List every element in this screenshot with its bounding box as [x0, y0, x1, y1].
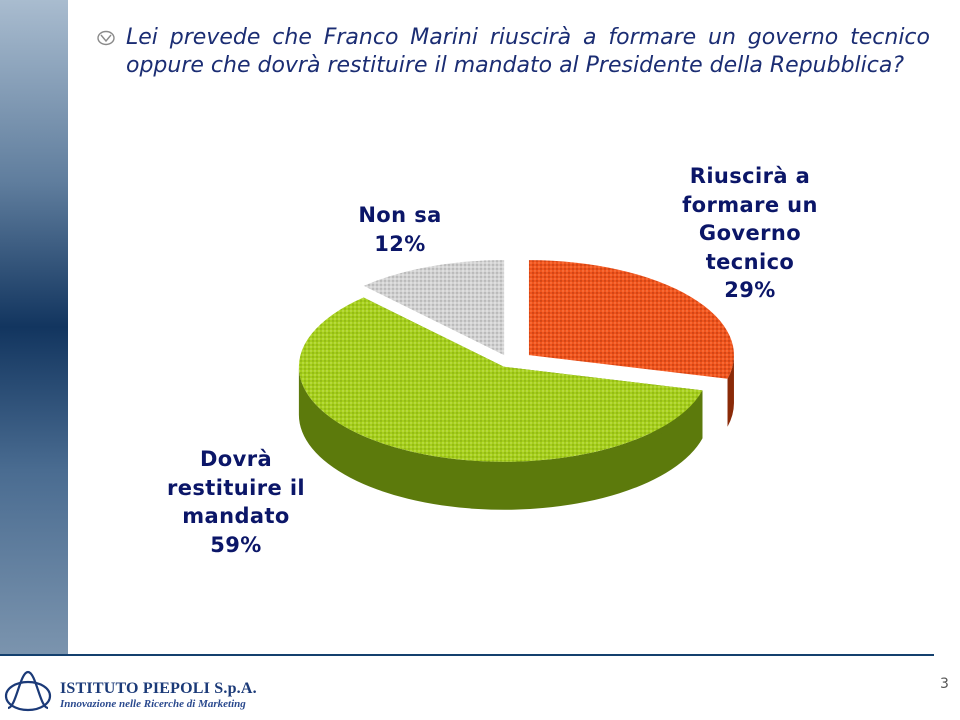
logo-mark-icon	[4, 670, 52, 712]
company-name: ISTITUTO PIEPOLI S.p.A.	[60, 680, 257, 697]
page-number: 3	[940, 676, 949, 692]
slice-side-governo-tecnico	[727, 355, 734, 427]
slice-value-label: 29%	[724, 278, 776, 302]
slice-label-line: Dovrà	[199, 447, 273, 471]
slice-label-line: mandato	[182, 504, 290, 528]
left-decorative-band	[0, 0, 68, 654]
company-tagline: Innovazione nelle Ricerche di Marketing	[60, 698, 246, 710]
question-text: Lei prevede che Franco Marini riuscirà a…	[126, 25, 930, 78]
bullet-arrow-icon	[97, 30, 115, 46]
slice-label-line: Governo	[698, 221, 802, 245]
slice-value-label: 59%	[210, 532, 262, 557]
slice-label-line: restituire il	[166, 475, 306, 500]
slice-label-line: formare un	[682, 192, 818, 217]
slice-label-governo-tecnico: Riuscirà a formare un Governo tecnico 29%	[682, 162, 818, 305]
slice-label-line: Riuscirà a	[689, 164, 811, 188]
footer-divider	[0, 654, 934, 656]
slice-governo-tecnico	[528, 260, 734, 379]
slice-restituire-mandato	[298, 297, 703, 462]
slice-label-line: Non sa	[358, 203, 442, 227]
slice-label-line: tecnico	[705, 249, 795, 274]
slice-side-restituire-mandato	[298, 366, 703, 510]
slice-non-sa	[363, 260, 505, 356]
slice-label-restituire-mandato: Dovrà restituire il mandato 59%	[167, 445, 305, 559]
slice-label-non-sa: Non sa 12%	[358, 201, 441, 258]
slice-value-label: 12%	[374, 231, 426, 256]
company-logo: ISTITUTO PIEPOLI S.p.A. Innovazione nell…	[2, 662, 257, 718]
question-block: Lei prevede che Franco Marini riuscirà a…	[96, 24, 930, 79]
